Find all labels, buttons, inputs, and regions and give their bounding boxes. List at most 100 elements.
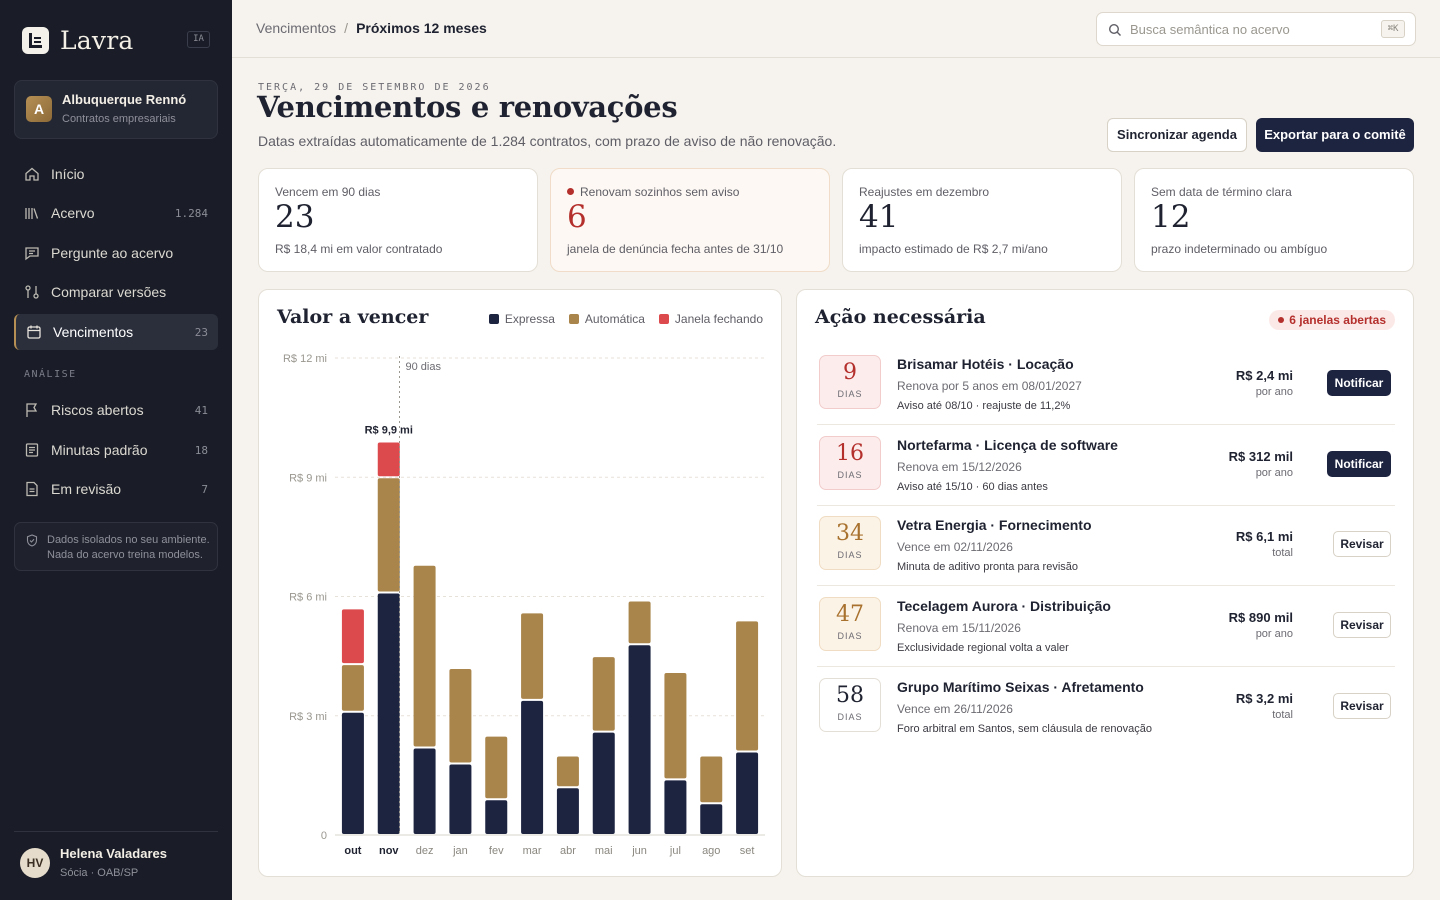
- days-box: 58 DIAS: [819, 678, 881, 732]
- contract-title: Brisamar Hotéis · Locação: [897, 356, 1074, 372]
- stat-card-reajustes[interactable]: Reajustes em dezembro 41 impacto estimad…: [842, 168, 1122, 272]
- days-number: 58: [836, 683, 864, 708]
- nav-item-inicio[interactable]: Início: [14, 156, 218, 192]
- notify-button[interactable]: Notificar: [1327, 451, 1391, 477]
- y-tick-label: R$ 12 mi: [283, 353, 327, 365]
- x-tick-label: dez: [416, 845, 434, 857]
- review-button[interactable]: Revisar: [1333, 612, 1391, 638]
- breadcrumb-separator: /: [344, 20, 349, 36]
- notify-button[interactable]: Notificar: [1327, 370, 1391, 396]
- nav-count: 41: [194, 403, 208, 417]
- bar-segment: [377, 442, 400, 477]
- contract-value: R$ 6,1 mi: [1235, 529, 1293, 544]
- sync-calendar-button[interactable]: Sincronizar agenda: [1107, 118, 1247, 152]
- bar-segment: [736, 752, 759, 834]
- stat-value: 41: [859, 199, 899, 235]
- org-subtitle: Contratos empresariais: [62, 113, 176, 125]
- y-tick-label: R$ 9 mi: [289, 472, 327, 484]
- page-subtitle: Datas extraídas automaticamente de 1.284…: [258, 133, 837, 149]
- days-unit: DIAS: [837, 631, 863, 641]
- ia-badge[interactable]: IA: [187, 31, 210, 48]
- nav-item-vencimentos[interactable]: Vencimentos 23: [14, 314, 218, 350]
- days-box: 47 DIAS: [819, 597, 881, 651]
- chart-panel: Valor a vencer Expressa Automática Janel…: [258, 289, 782, 877]
- stat-value: 23: [275, 199, 315, 235]
- nav-count: 23: [194, 325, 208, 339]
- nav-item-pergunte[interactable]: Pergunte ao acervo: [14, 235, 218, 271]
- contract-line: Renova em 15/12/2026: [897, 460, 1022, 474]
- action-row[interactable]: 58 DIAS Grupo Marítimo Seixas · Afretamen…: [817, 667, 1395, 748]
- review-button[interactable]: Revisar: [1333, 693, 1391, 719]
- alert-dot-icon: [1278, 317, 1285, 323]
- contract-note: Minuta de aditivo pronta para revisão: [897, 561, 1078, 573]
- nav-item-acervo[interactable]: Acervo 1.284: [14, 195, 218, 231]
- bar-segment: [592, 732, 615, 834]
- x-tick-label: mar: [523, 845, 542, 857]
- contract-period: total: [1272, 547, 1293, 559]
- legend-swatch: [488, 314, 499, 324]
- logo-icon: [22, 27, 49, 54]
- contract-line: Renova por 5 anos em 08/01/2027: [897, 379, 1082, 393]
- stat-card-sem-data[interactable]: Sem data de término clara 12 prazo indet…: [1134, 168, 1414, 272]
- marker-label: 90 dias: [406, 361, 442, 373]
- bar-segment: [664, 673, 687, 779]
- legend-item-janela[interactable]: Janela fechando: [658, 312, 763, 326]
- bar-segment: [700, 756, 723, 803]
- section-label-analise: ANÁLISE: [24, 369, 77, 380]
- chat-icon: [25, 247, 39, 261]
- breadcrumb-parent[interactable]: Vencimentos: [256, 20, 337, 36]
- nav-item-minutas[interactable]: Minutas padrão 18: [14, 432, 218, 468]
- user-profile[interactable]: HV Helena Valadares Sócia · OAB/SP: [14, 831, 218, 900]
- contract-period: por ano: [1255, 628, 1293, 640]
- legend-item-expressa[interactable]: Expressa: [488, 312, 555, 326]
- days-unit: DIAS: [837, 712, 863, 722]
- legend-item-automatica[interactable]: Automática: [568, 312, 645, 326]
- days-box: 16 DIAS: [819, 436, 881, 490]
- nav-count: 7: [201, 482, 208, 496]
- nav-item-revisao[interactable]: Em revisão 7: [14, 471, 218, 507]
- legend-label: Janela fechando: [674, 312, 763, 326]
- nav-item-comparar[interactable]: Comparar versões: [14, 274, 218, 310]
- file-icon: [26, 481, 38, 497]
- nav-count: 18: [194, 443, 208, 457]
- sidebar: Lavra IA A Albuquerque Rennó Contratos e…: [0, 0, 232, 900]
- bar-segment: [592, 657, 615, 731]
- bar-segment: [377, 593, 400, 834]
- bar-segment: [556, 756, 579, 787]
- contract-title: Tecelagem Aurora · Distribuição: [897, 598, 1111, 614]
- nav-label: Início: [51, 166, 85, 182]
- nav-item-riscos[interactable]: Riscos abertos 41: [14, 392, 218, 428]
- x-tick-label: mai: [595, 845, 613, 857]
- action-row[interactable]: 47 DIAS Tecelagem Aurora · Distribuição R…: [817, 586, 1395, 667]
- open-windows-badge[interactable]: 6 janelas abertas: [1269, 310, 1395, 330]
- y-tick-label: R$ 3 mi: [289, 711, 327, 723]
- contract-period: por ano: [1255, 467, 1293, 479]
- alert-dot-icon: [567, 188, 574, 195]
- days-number: 9: [843, 360, 857, 385]
- x-tick-label: abr: [560, 845, 576, 857]
- stat-card-renovam-sozinhos[interactable]: Renovam sozinhos sem aviso 6 janela de d…: [550, 168, 830, 272]
- action-row[interactable]: 34 DIAS Vetra Energia · Fornecimento Venc…: [817, 505, 1395, 586]
- export-button[interactable]: Exportar para o comitê: [1256, 118, 1414, 152]
- actions-title: Ação necessária: [815, 306, 986, 328]
- user-name: Helena Valadares: [60, 846, 167, 861]
- nav-label: Pergunte ao acervo: [51, 245, 174, 261]
- contract-line: Vence em 26/11/2026: [897, 702, 1013, 716]
- user-role: Sócia · OAB/SP: [60, 867, 139, 879]
- nav-label: Em revisão: [51, 481, 122, 497]
- bar-segment: [341, 609, 364, 664]
- bar-total-label: R$ 9,9 mi: [365, 424, 413, 436]
- search-input[interactable]: Busca semântica no acervo ⌘K: [1096, 12, 1416, 46]
- nav-label: Vencimentos: [53, 324, 134, 340]
- bar-segment: [521, 700, 544, 834]
- contract-note: Foro arbitral em Santos, sem cláusula de…: [897, 723, 1152, 735]
- topbar: Vencimentos / Próximos 12 meses Busca semâ…: [232, 0, 1440, 58]
- app-logo[interactable]: Lavra: [22, 26, 134, 55]
- action-row[interactable]: 9 DIAS Brisamar Hotéis · Locação Renova p…: [817, 344, 1395, 425]
- action-row[interactable]: 16 DIAS Nortefarma · Licença de software …: [817, 425, 1395, 506]
- stat-value: 12: [1151, 199, 1191, 235]
- stat-card-90-dias[interactable]: Vencem em 90 dias 23 R$ 18,4 mi em valor…: [258, 168, 538, 272]
- bar-segment: [485, 736, 508, 799]
- org-switcher[interactable]: A Albuquerque Rennó Contratos empresaria…: [14, 80, 218, 139]
- review-button[interactable]: Revisar: [1333, 531, 1391, 557]
